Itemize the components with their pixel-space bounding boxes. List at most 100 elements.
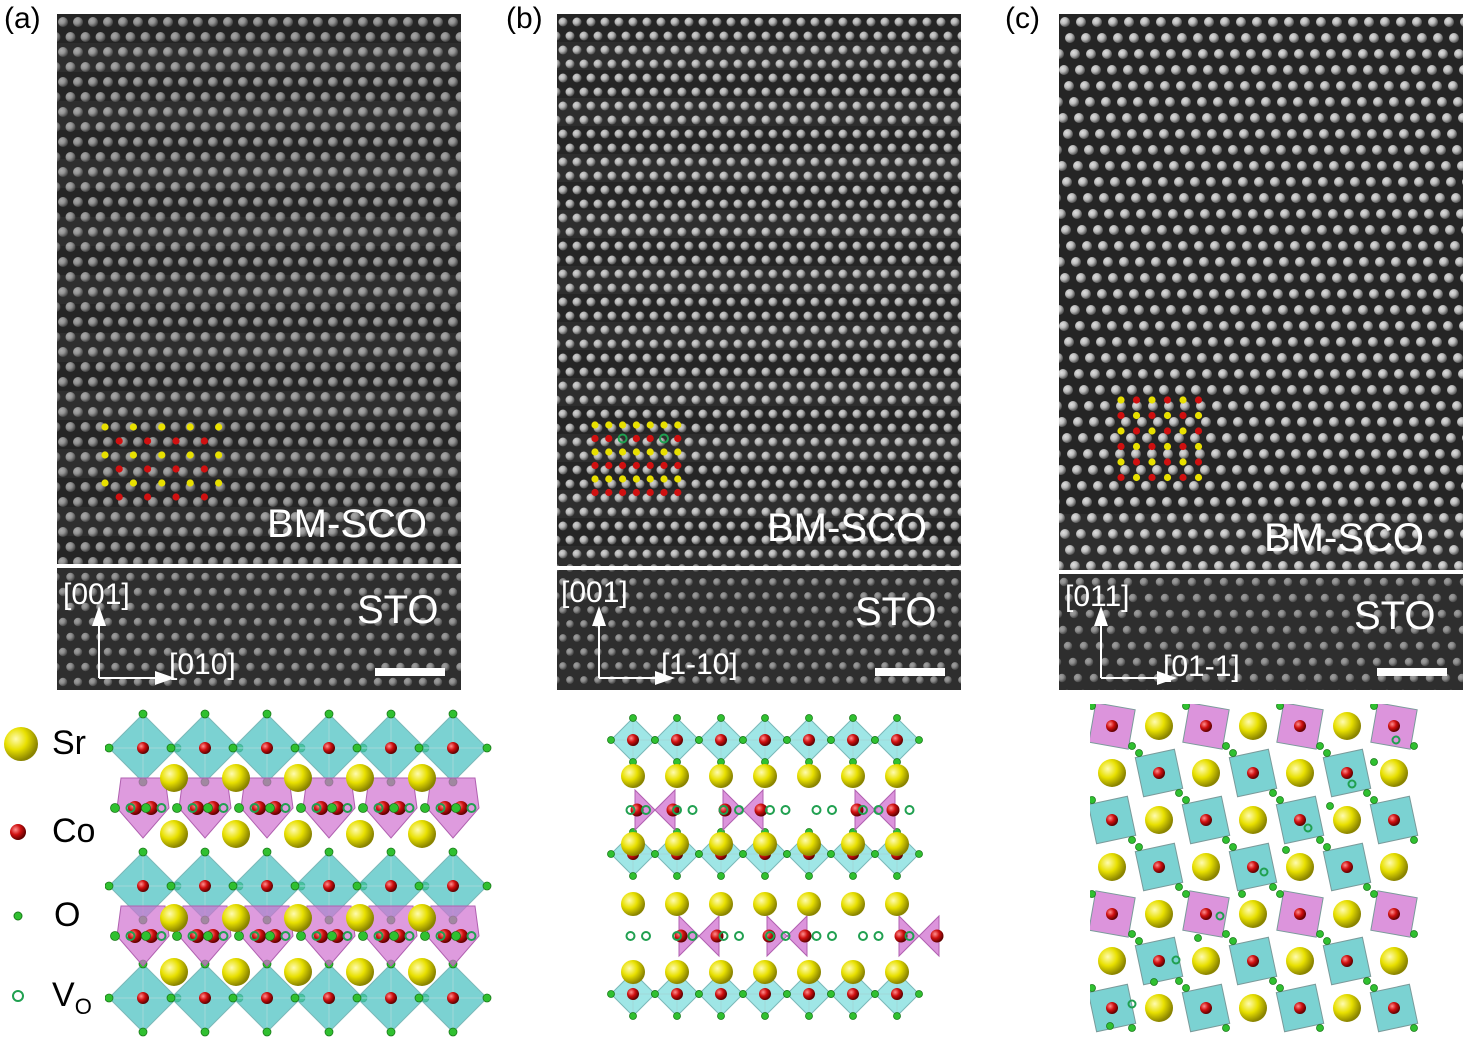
atom-column bbox=[565, 255, 575, 265]
atom-column bbox=[275, 152, 286, 162]
atom-column bbox=[607, 199, 617, 209]
atom-column bbox=[1416, 81, 1426, 91]
atom-column bbox=[747, 535, 757, 545]
atom-column bbox=[748, 676, 756, 684]
atom-column bbox=[1080, 337, 1090, 347]
atom-column bbox=[698, 493, 708, 503]
atom-column bbox=[726, 101, 736, 111]
atom-column bbox=[1059, 65, 1069, 75]
atom-column bbox=[1306, 241, 1316, 251]
o-atom bbox=[871, 736, 879, 744]
atom-column bbox=[88, 527, 98, 537]
atom-column bbox=[1373, 353, 1383, 363]
o-atom bbox=[761, 1012, 769, 1020]
atom-column bbox=[95, 392, 106, 402]
atom-column bbox=[418, 47, 428, 57]
atom-column bbox=[775, 367, 785, 377]
atom-column bbox=[901, 255, 911, 265]
atom-column bbox=[1277, 353, 1287, 363]
atom-column bbox=[586, 549, 596, 559]
atom-column bbox=[769, 634, 777, 642]
atom-column bbox=[140, 32, 151, 42]
atom-column bbox=[614, 437, 624, 447]
atom-column bbox=[328, 677, 338, 687]
atom-column bbox=[1134, 49, 1144, 59]
atom-column bbox=[922, 353, 932, 363]
atom-column bbox=[118, 197, 128, 207]
atom-column bbox=[328, 107, 338, 117]
atom-column bbox=[253, 677, 263, 687]
atom-column bbox=[1073, 161, 1083, 171]
atom-column bbox=[365, 152, 376, 162]
atom-column bbox=[824, 213, 834, 223]
atom-column bbox=[163, 197, 173, 207]
atom-column bbox=[775, 227, 785, 237]
atom-column bbox=[1286, 177, 1296, 187]
atom-column bbox=[1263, 257, 1273, 267]
atom-column bbox=[1262, 561, 1272, 571]
atom-column bbox=[656, 297, 666, 307]
atom-column bbox=[1150, 305, 1160, 315]
atom-column bbox=[1190, 433, 1200, 443]
atom-column bbox=[1321, 33, 1331, 43]
atom-column bbox=[163, 287, 173, 297]
atom-column bbox=[796, 185, 806, 195]
atom-column bbox=[358, 47, 368, 57]
atom-column bbox=[936, 269, 946, 279]
atom-column bbox=[403, 17, 413, 27]
atom-column bbox=[1417, 545, 1427, 555]
atom-column bbox=[1144, 337, 1154, 347]
atom-column bbox=[1116, 401, 1126, 411]
atom-column bbox=[1308, 657, 1318, 667]
atom-column bbox=[796, 297, 806, 307]
atom-column bbox=[1342, 49, 1352, 59]
atom-column bbox=[433, 167, 443, 177]
atom-column bbox=[448, 587, 458, 597]
sr-marker bbox=[158, 423, 166, 431]
sr-atom bbox=[621, 892, 645, 916]
atom-column bbox=[1220, 17, 1230, 27]
atom-column bbox=[305, 332, 316, 342]
atom-column bbox=[305, 302, 316, 312]
atom-column bbox=[1191, 641, 1201, 651]
atom-column bbox=[238, 467, 248, 477]
atom-column bbox=[796, 269, 806, 279]
atom-column bbox=[1244, 657, 1254, 667]
atom-column bbox=[635, 59, 645, 69]
atom-column bbox=[1230, 305, 1240, 315]
atom-column bbox=[754, 241, 764, 251]
atom-column bbox=[388, 377, 398, 387]
atom-column bbox=[373, 17, 383, 27]
atom-column bbox=[1310, 305, 1320, 315]
atom-column bbox=[1395, 321, 1405, 331]
atom-column bbox=[1085, 353, 1095, 363]
atom-column bbox=[888, 676, 896, 684]
atom-column bbox=[936, 437, 946, 447]
atom-column bbox=[403, 497, 413, 507]
interface-line bbox=[57, 564, 461, 568]
atom-column bbox=[1280, 209, 1290, 219]
atom-column bbox=[691, 31, 701, 41]
tem-image-c: BM-SCO STO [011] [01-1] bbox=[1059, 14, 1463, 690]
atom-column bbox=[901, 339, 911, 349]
atom-column bbox=[908, 73, 918, 83]
atom-column bbox=[103, 17, 113, 27]
atom-column bbox=[1129, 545, 1139, 555]
atom-column bbox=[328, 647, 338, 657]
atom-column bbox=[594, 592, 602, 600]
atom-column bbox=[193, 677, 203, 687]
atom-column bbox=[761, 535, 771, 545]
atom-column bbox=[915, 171, 925, 181]
atom-column bbox=[425, 302, 436, 312]
atom-column bbox=[1210, 497, 1220, 507]
vacancy bbox=[1259, 867, 1269, 877]
atom-column bbox=[388, 407, 398, 417]
atom-column bbox=[1154, 113, 1164, 123]
atom-column bbox=[824, 493, 834, 503]
atom-column bbox=[957, 255, 961, 265]
axis-horizontal-a: [010] bbox=[169, 648, 236, 681]
atom-column bbox=[1106, 113, 1116, 123]
atom-column bbox=[936, 101, 946, 111]
sr-marker bbox=[674, 421, 682, 429]
sr-atom bbox=[1333, 994, 1361, 1022]
